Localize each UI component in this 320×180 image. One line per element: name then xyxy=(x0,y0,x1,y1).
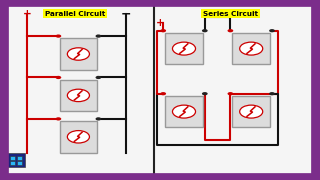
Circle shape xyxy=(172,105,196,118)
Bar xyxy=(165,96,203,127)
Circle shape xyxy=(160,29,166,32)
Bar xyxy=(10,161,15,165)
Bar xyxy=(232,96,270,127)
Bar xyxy=(60,80,97,111)
Circle shape xyxy=(160,92,166,95)
Text: +: + xyxy=(156,19,164,28)
Circle shape xyxy=(68,48,90,60)
Circle shape xyxy=(228,92,233,95)
Bar xyxy=(7,153,25,167)
Circle shape xyxy=(172,42,196,55)
Circle shape xyxy=(68,131,90,143)
Circle shape xyxy=(56,35,61,38)
Circle shape xyxy=(95,35,101,38)
Circle shape xyxy=(95,76,101,79)
Circle shape xyxy=(240,105,263,118)
Circle shape xyxy=(269,29,275,32)
Bar xyxy=(17,161,22,165)
Circle shape xyxy=(68,89,90,102)
Circle shape xyxy=(240,42,263,55)
Bar xyxy=(60,38,97,70)
Bar xyxy=(232,33,270,64)
Circle shape xyxy=(95,117,101,121)
Bar xyxy=(165,33,203,64)
Bar xyxy=(17,156,22,160)
Circle shape xyxy=(56,117,61,121)
Circle shape xyxy=(202,29,208,32)
Circle shape xyxy=(202,92,208,95)
Text: +: + xyxy=(23,9,32,19)
Bar xyxy=(60,121,97,153)
Text: −: − xyxy=(121,8,132,21)
Bar xyxy=(10,156,15,160)
Text: Parallel Circuit: Parallel Circuit xyxy=(45,10,105,17)
Circle shape xyxy=(228,29,233,32)
Circle shape xyxy=(269,92,275,95)
Text: Series Circuit: Series Circuit xyxy=(203,10,258,17)
Circle shape xyxy=(56,76,61,79)
